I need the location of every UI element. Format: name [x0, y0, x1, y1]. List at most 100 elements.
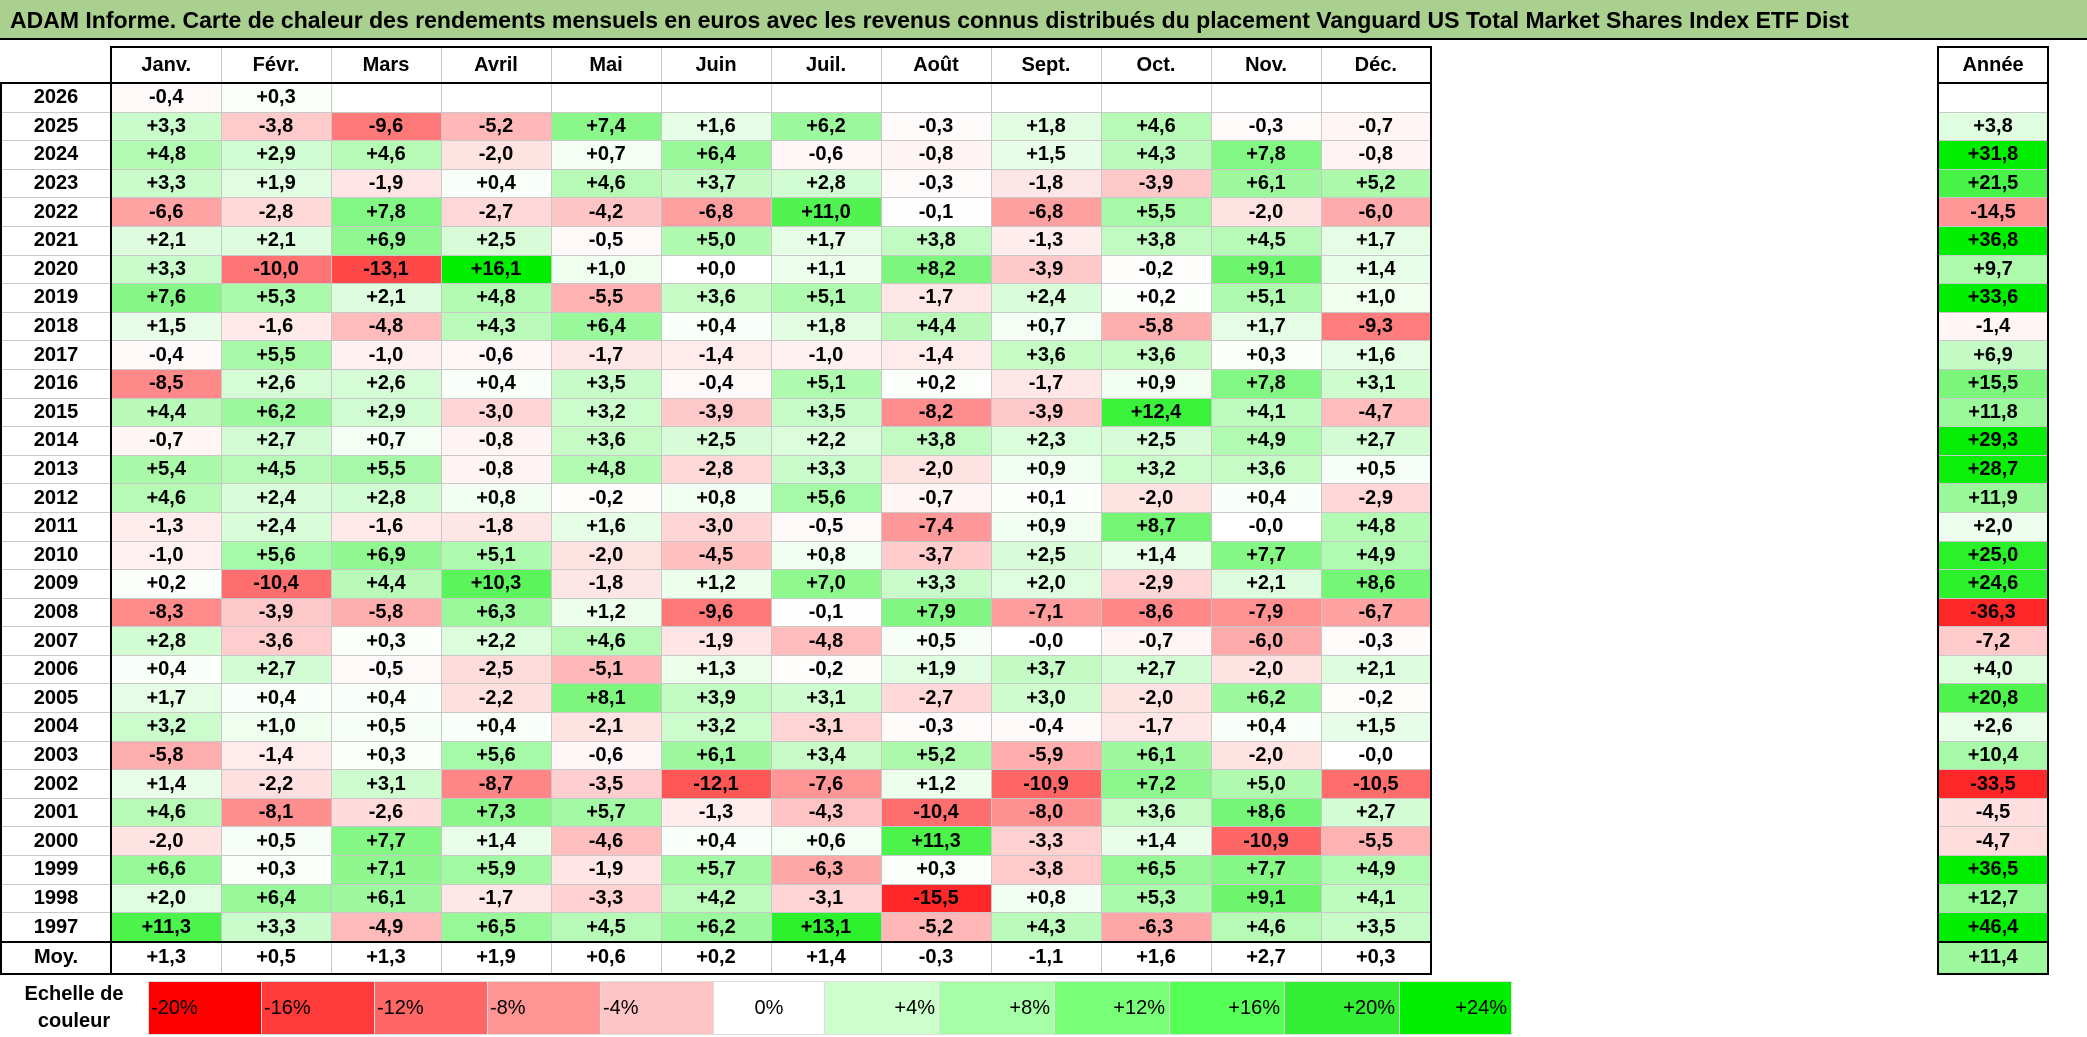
heatmap-cell: -8,0: [990, 797, 1102, 828]
heatmap-cell: +13,1: [770, 912, 882, 943]
heatmap-cell: +11,3: [880, 826, 992, 857]
table-row: 2026 -0,4 +0,3: [0, 82, 1432, 113]
heatmap-cell: +5,9: [440, 855, 552, 885]
heatmap-cell: +7,0: [770, 569, 882, 599]
heatmap-cell: [990, 82, 1102, 113]
annual-cell: +2,6: [1937, 712, 2049, 742]
heatmap-cell: +2,7: [220, 654, 332, 685]
heatmap-cell: -1,3: [110, 511, 222, 542]
heatmap-cell: +4,6: [1210, 912, 1322, 943]
heatmap-cell: -2,0: [1100, 483, 1212, 513]
heatmap-cell: -5,9: [990, 740, 1102, 771]
annual-cell: +28,7: [1937, 454, 2049, 485]
color-scale-swatch: +4%: [824, 981, 940, 1035]
heatmap-cell: +4,4: [110, 397, 222, 428]
annual-cell: +31,8: [1937, 140, 2049, 170]
heatmap-cell: +0,7: [330, 426, 442, 456]
color-scale-swatch: +12%: [1054, 981, 1170, 1035]
heatmap-cell: -4,3: [770, 797, 882, 828]
heatmap-cell: -1,6: [220, 311, 332, 342]
color-scale-label-line1: Echelle de: [24, 983, 124, 1005]
heatmap-cell: -0,2: [1100, 254, 1212, 285]
table-row: 2011 -1,3 +2,4 -1,6 -1,8 +1,6 -3,0 -0,5 -7,4 +0,9…: [0, 511, 1432, 542]
heatmap-cell: +1,2: [880, 769, 992, 799]
annual-cell: +46,4: [1937, 912, 2049, 943]
heatmap-cell: -7,9: [1210, 597, 1322, 628]
heatmap-cell: -1,3: [990, 225, 1102, 256]
heatmap-cell: -8,5: [110, 368, 222, 399]
heatmap-cell: +6,1: [330, 883, 442, 914]
year-label: 2006: [0, 654, 112, 685]
heatmap-cell: +5,1: [770, 368, 882, 399]
heatmap-cell: +4,8: [440, 283, 552, 313]
heatmap-cell: +4,8: [550, 454, 662, 485]
heatmap-cell: +2,7: [1320, 426, 1432, 456]
heatmap-cell: +7,7: [1210, 540, 1322, 571]
heatmap-cell: -0,2: [770, 654, 882, 685]
average-cell: +0,3: [1320, 940, 1432, 975]
heatmap-cell: +2,4: [220, 511, 332, 542]
heatmap-cell: -10,4: [880, 797, 992, 828]
heatmap-cell: -1,4: [660, 340, 772, 370]
heatmap-cell: +16,1: [440, 254, 552, 285]
heatmap-cell: +5,3: [1100, 883, 1212, 914]
heatmap-cell: +3,0: [990, 683, 1102, 714]
heatmap-cell: +5,0: [660, 225, 772, 256]
annual-cell: +11,9: [1937, 483, 2049, 513]
heatmap-cell: -10,5: [1320, 769, 1432, 799]
heatmap-cell: +0,3: [1210, 340, 1322, 370]
heatmap-cell: +5,4: [110, 454, 222, 485]
heatmap-cell: +8,7: [1100, 511, 1212, 542]
year-label: 2008: [0, 597, 112, 628]
heatmap-cell: +3,6: [1100, 340, 1212, 370]
heatmap-cell: +3,5: [550, 368, 662, 399]
table-row: 2021 +2,1 +2,1 +6,9 +2,5 -0,5 +5,0 +1,7 +3,8 -1,3…: [0, 225, 1432, 256]
heatmap-cell: +1,4: [1320, 254, 1432, 285]
year-label: 2026: [0, 82, 112, 113]
heatmap-cell: -4,2: [550, 197, 662, 227]
month-header: Janv.: [110, 46, 222, 84]
heatmap-cell: -1,4: [220, 740, 332, 771]
heatmap-cell: +0,4: [440, 368, 552, 399]
year-label: 2020: [0, 254, 112, 285]
table-row: 2005 +1,7 +0,4 +0,4 -2,2 +8,1 +3,9 +3,1 -2,7 +3,0…: [0, 683, 1432, 714]
heatmap-cell: -0,3: [880, 712, 992, 742]
heatmap-cell: -2,7: [880, 683, 992, 714]
heatmap-cell: -9,6: [330, 111, 442, 142]
year-label: 2012: [0, 483, 112, 513]
heatmap-cell: -6,7: [1320, 597, 1432, 628]
heatmap-cell: +0,5: [880, 626, 992, 656]
table-row: 2008 -8,3 -3,9 -5,8 +6,3 +1,2 -9,6 -0,1 +7,9 -7,1…: [0, 597, 1432, 628]
heatmap-cell: -4,5: [660, 540, 772, 571]
year-label: 2011: [0, 511, 112, 542]
heatmap-cell: -3,9: [660, 397, 772, 428]
heatmap-cell: +0,7: [550, 140, 662, 170]
heatmap-cell: -3,0: [440, 397, 552, 428]
heatmap-cell: -12,1: [660, 769, 772, 799]
heatmap-cell: +6,6: [110, 855, 222, 885]
heatmap-cell: -1,0: [330, 340, 442, 370]
heatmap-cell: -3,9: [990, 397, 1102, 428]
heatmap-cell: +1,2: [660, 569, 772, 599]
table-row: 2004 +3,2 +1,0 +0,5 +0,4 -2,1 +3,2 -3,1 -0,3 -0,4…: [0, 712, 1432, 742]
heatmap-cell: -0,6: [550, 740, 662, 771]
heatmap-cell: +1,6: [660, 111, 772, 142]
heatmap-cell: +7,3: [440, 797, 552, 828]
heatmap-cell: +2,9: [220, 140, 332, 170]
month-header: Juil.: [770, 46, 882, 84]
heatmap-cell: +3,5: [770, 397, 882, 428]
heatmap-cell: +3,2: [1100, 454, 1212, 485]
heatmap-cell: -4,6: [550, 826, 662, 857]
heatmap-cell: +3,1: [330, 769, 442, 799]
heatmap-cell: -0,6: [440, 340, 552, 370]
heatmap-cell: +4,8: [110, 140, 222, 170]
heatmap-cell: +0,9: [990, 454, 1102, 485]
heatmap-cell: +6,5: [440, 912, 552, 943]
year-label: 2013: [0, 454, 112, 485]
annual-cell: -33,5: [1937, 769, 2049, 799]
month-header: Oct.: [1100, 46, 1212, 84]
heatmap-cell: -0,0: [1320, 740, 1432, 771]
table-row: 2006 +0,4 +2,7 -0,5 -2,5 -5,1 +1,3 -0,2 +1,9 +3,7…: [0, 654, 1432, 685]
heatmap-cell: +6,4: [660, 140, 772, 170]
annual-cell: +9,7: [1937, 254, 2049, 285]
